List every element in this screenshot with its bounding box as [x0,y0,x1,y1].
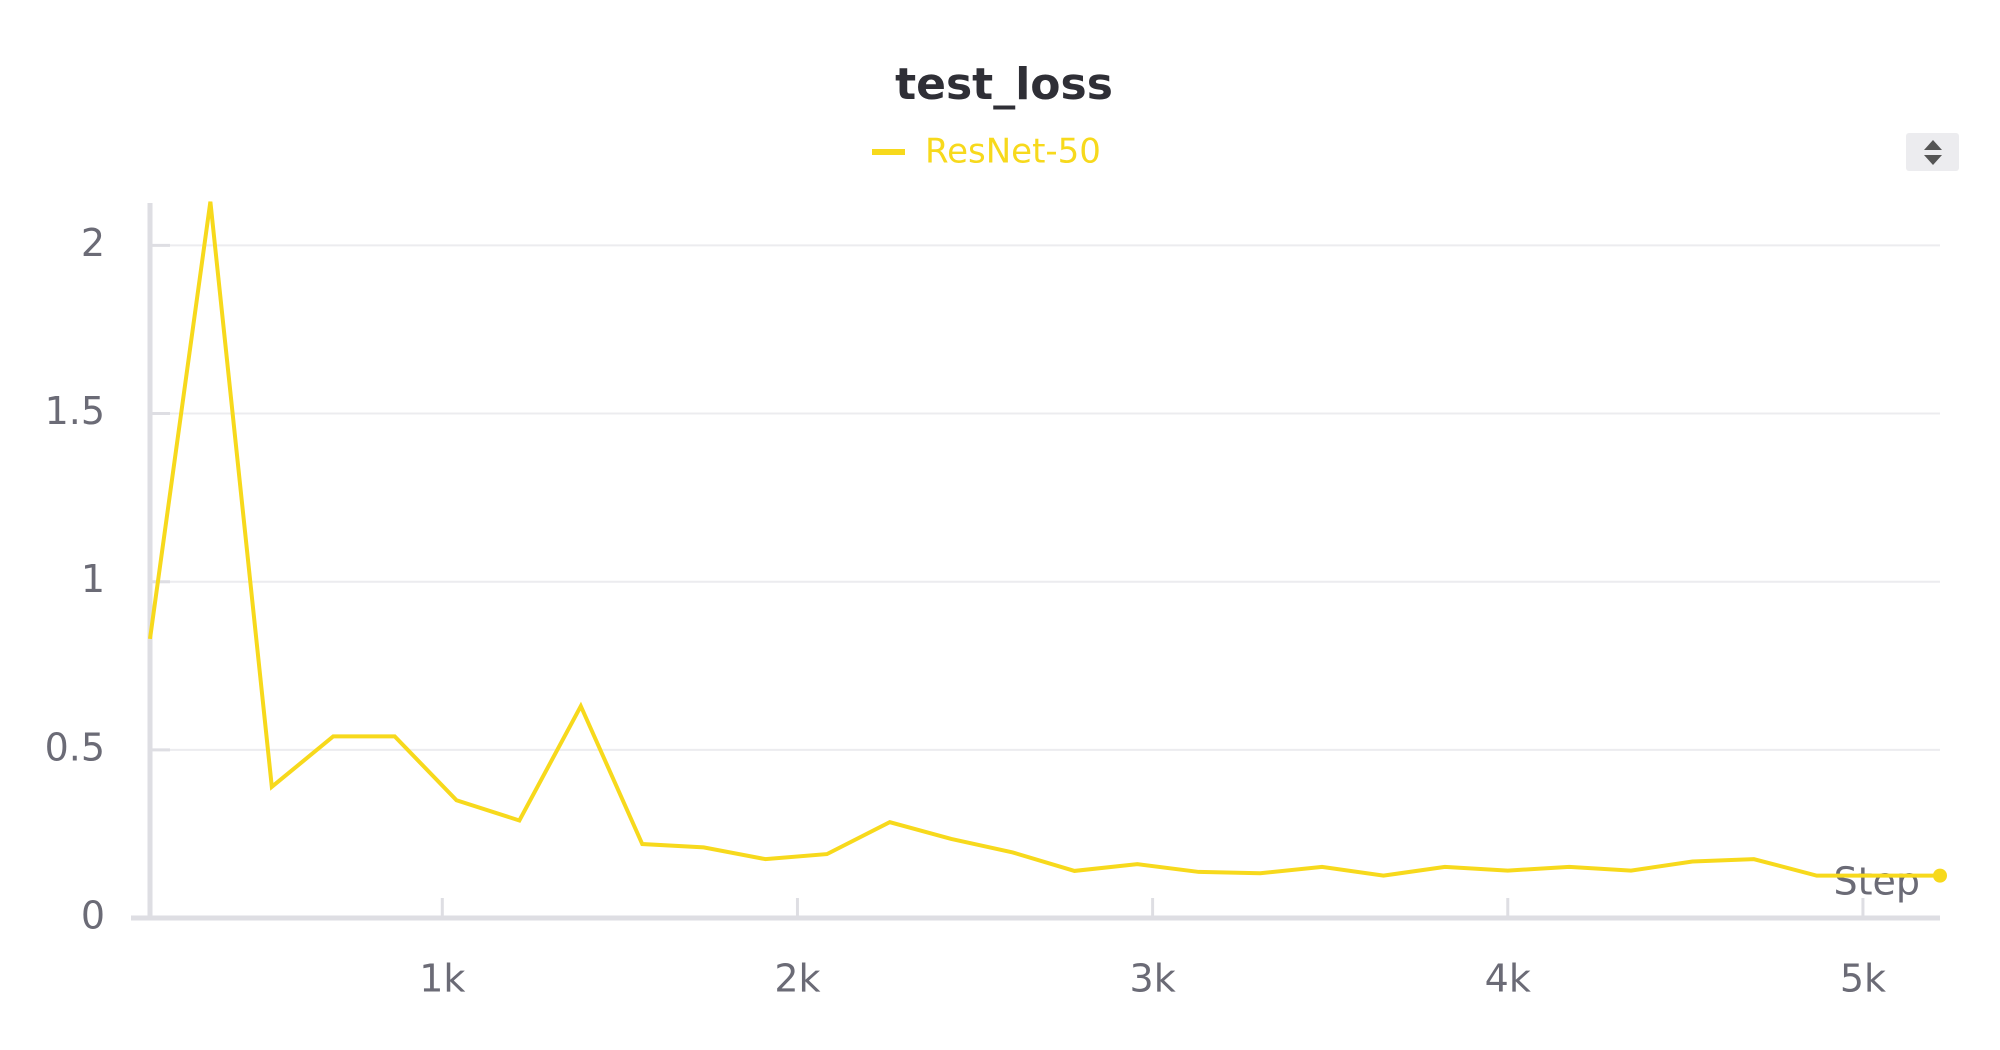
x-tick-label: 2k [774,957,820,1001]
x-tick-label: 1k [419,957,465,1001]
series-line [148,201,1940,878]
x-axis-label: Step [1833,860,1920,904]
sort-icon [1924,140,1942,165]
y-tick-label: 1.5 [45,389,105,433]
sort-button[interactable] [1906,133,1959,171]
y-tick-label: 0.5 [45,725,105,769]
legend-label: ResNet-50 [925,132,1101,172]
x-tick-label: 4k [1485,957,1531,1001]
y-tick-label: 1 [81,557,105,601]
chart-title: test_loss [895,59,1113,110]
sort-control[interactable] [1906,133,1959,171]
y-tick-label: 2 [81,221,105,265]
x-tick-label: 3k [1130,957,1176,1001]
x-tick-label: 5k [1840,957,1886,1001]
y-tick-label: 0 [81,894,105,938]
end-point [1933,868,1947,883]
